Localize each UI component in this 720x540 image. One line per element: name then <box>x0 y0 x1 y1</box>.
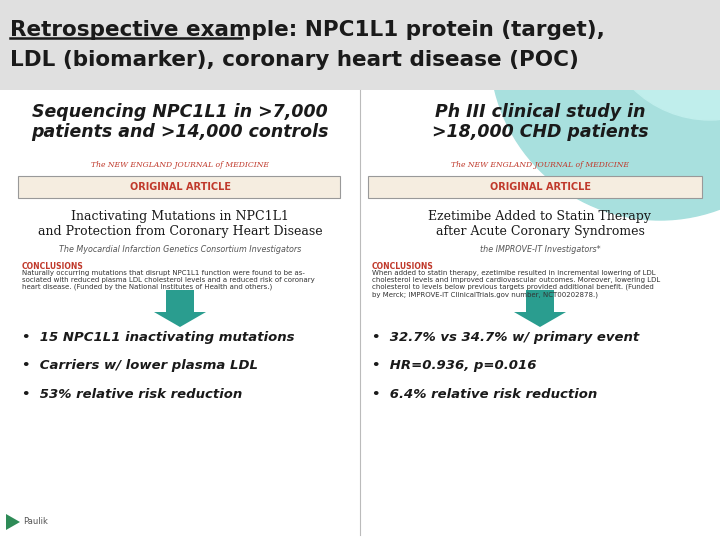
Polygon shape <box>6 514 20 530</box>
Text: •  32.7% vs 34.7% w/ primary event: • 32.7% vs 34.7% w/ primary event <box>372 332 639 345</box>
Text: Naturally occurring mutations that disrupt NPC1L1 function were found to be as-
: Naturally occurring mutations that disru… <box>22 270 315 291</box>
FancyBboxPatch shape <box>0 0 720 90</box>
Text: Retrospective example: NPC1L1 protein (target),: Retrospective example: NPC1L1 protein (t… <box>10 20 605 40</box>
Text: •  15 NPC1L1 inactivating mutations: • 15 NPC1L1 inactivating mutations <box>22 332 294 345</box>
Text: Inactivating Mutations in NPC1L1
and Protection from Coronary Heart Disease: Inactivating Mutations in NPC1L1 and Pro… <box>37 210 323 238</box>
Text: •  6.4% relative risk reduction: • 6.4% relative risk reduction <box>372 388 598 401</box>
Text: Ezetimibe Added to Statin Therapy
after Acute Coronary Syndromes: Ezetimibe Added to Statin Therapy after … <box>428 210 652 238</box>
Text: Ph III clinical study in
>18,000 CHD patients: Ph III clinical study in >18,000 CHD pat… <box>432 103 648 141</box>
Text: CONCLUSIONS: CONCLUSIONS <box>372 262 433 271</box>
Text: LDL (biomarker), coronary heart disease (POC): LDL (biomarker), coronary heart disease … <box>10 50 579 70</box>
Text: ORIGINAL ARTICLE: ORIGINAL ARTICLE <box>130 182 230 192</box>
Polygon shape <box>514 290 566 327</box>
Text: •  Carriers w/ lower plasma LDL: • Carriers w/ lower plasma LDL <box>22 360 258 373</box>
FancyBboxPatch shape <box>368 176 702 198</box>
Text: The NEW ENGLAND JOURNAL of MEDICINE: The NEW ENGLAND JOURNAL of MEDICINE <box>451 161 629 169</box>
Text: The NEW ENGLAND JOURNAL of MEDICINE: The NEW ENGLAND JOURNAL of MEDICINE <box>91 161 269 169</box>
Text: •  53% relative risk reduction: • 53% relative risk reduction <box>22 388 242 401</box>
Text: When added to statin therapy, ezetimibe resulted in incremental lowering of LDL
: When added to statin therapy, ezetimibe … <box>372 270 660 298</box>
Text: ORIGINAL ARTICLE: ORIGINAL ARTICLE <box>490 182 590 192</box>
FancyBboxPatch shape <box>18 176 340 198</box>
Circle shape <box>490 0 720 220</box>
Text: Sequencing NPC1L1 in >7,000
patients and >14,000 controls: Sequencing NPC1L1 in >7,000 patients and… <box>31 103 329 141</box>
Text: •  HR=0.936, p=0.016: • HR=0.936, p=0.016 <box>372 360 536 373</box>
Polygon shape <box>154 290 206 327</box>
Text: CONCLUSIONS: CONCLUSIONS <box>22 262 84 271</box>
Circle shape <box>600 0 720 120</box>
Text: The Myocardial Infarction Genetics Consortium Investigators: The Myocardial Infarction Genetics Conso… <box>59 245 301 253</box>
Text: the IMPROVE-IT Investigators*: the IMPROVE-IT Investigators* <box>480 245 600 253</box>
Text: Paulik: Paulik <box>23 517 48 526</box>
